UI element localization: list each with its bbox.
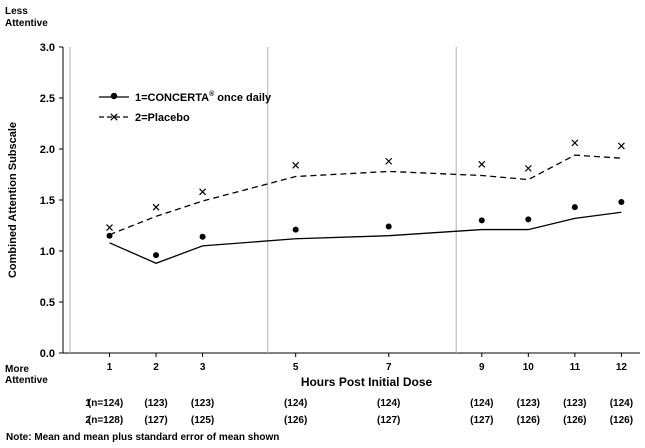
legend-dot-icon (110, 92, 118, 100)
concerta-se-marker (525, 216, 532, 223)
n-row-value: (126) (563, 415, 586, 426)
y-tick-label: 2.0 (40, 144, 55, 156)
y-tick-label: 1.0 (40, 246, 55, 258)
legend-x-icon (110, 113, 118, 121)
x-tick-label: 10 (523, 362, 535, 373)
n-row-value: (n=124) (88, 398, 123, 409)
n-row-value: (124) (377, 398, 400, 409)
n-row-value: (127) (470, 415, 493, 426)
y-axis-label: Combined Attention Subscale (7, 122, 19, 278)
y-top-label-line1: Less (5, 6, 28, 17)
placebo-se-marker (385, 157, 393, 165)
n-row-value: (124) (610, 398, 633, 409)
x-tick-label: 5 (293, 362, 299, 373)
n-row-value: (126) (284, 415, 307, 426)
n-row-label: 1 (85, 398, 91, 409)
concerta-se-marker (199, 233, 206, 240)
placebo-se-marker (152, 203, 160, 211)
y-tick-label: 0.0 (40, 348, 55, 360)
series-line-2 (109, 154, 622, 236)
x-tick-label: 7 (386, 362, 392, 373)
x-tick-label: 3 (200, 362, 206, 373)
n-row-value: (124) (284, 398, 307, 409)
legend-label-2: 2=Placebo (135, 112, 190, 124)
y-tick-label: 3.0 (40, 42, 55, 54)
n-row-value: (124) (470, 398, 493, 409)
placebo-se-marker (524, 164, 532, 172)
concerta-se-marker (478, 217, 485, 224)
n-row-value: (123) (144, 398, 167, 409)
n-row-value: (n=128) (88, 415, 123, 426)
concerta-se-marker (106, 232, 113, 239)
n-row-value: (123) (563, 398, 586, 409)
x-tick-label: 12 (616, 362, 628, 373)
concerta-se-marker (618, 199, 625, 206)
n-row-value: (123) (517, 398, 540, 409)
y-bottom-label-line2: Attentive (5, 375, 48, 386)
concerta-se-marker (385, 223, 392, 230)
concerta-se-marker (571, 204, 578, 211)
placebo-se-marker (106, 224, 113, 231)
concerta-se-marker (153, 252, 160, 259)
x-tick-label: 2 (153, 362, 159, 373)
legend-label-1: 1=CONCERTA® once daily (135, 90, 272, 104)
placebo-se-marker (478, 160, 486, 168)
chart-note: Note: Mean and mean plus standard error … (6, 432, 280, 443)
series-line-1 (109, 211, 622, 264)
n-row-label: 2 (85, 415, 91, 426)
y-bottom-label-line1: More (5, 364, 29, 375)
placebo-se-marker (292, 161, 300, 169)
n-row-value: (127) (144, 415, 167, 426)
placebo-se-marker (571, 139, 579, 147)
placebo-se-marker (617, 142, 625, 150)
n-row-value: (123) (191, 398, 214, 409)
n-row-value: (125) (191, 415, 214, 426)
n-row-value: (127) (377, 415, 400, 426)
placebo-se-marker (199, 188, 207, 196)
n-row-value: (126) (517, 415, 540, 426)
concerta-se-marker (292, 226, 299, 233)
n-row-value: (126) (610, 415, 633, 426)
y-tick-label: 1.5 (40, 195, 55, 207)
y-top-label-line2: Attentive (5, 18, 48, 29)
x-axis-label: Hours Post Initial Dose (301, 375, 433, 389)
x-tick-label: 9 (479, 362, 485, 373)
y-tick-label: 2.5 (40, 93, 55, 105)
y-tick-label: 0.5 (40, 297, 55, 309)
x-tick-label: 1 (107, 362, 113, 373)
x-tick-label: 11 (570, 362, 581, 373)
